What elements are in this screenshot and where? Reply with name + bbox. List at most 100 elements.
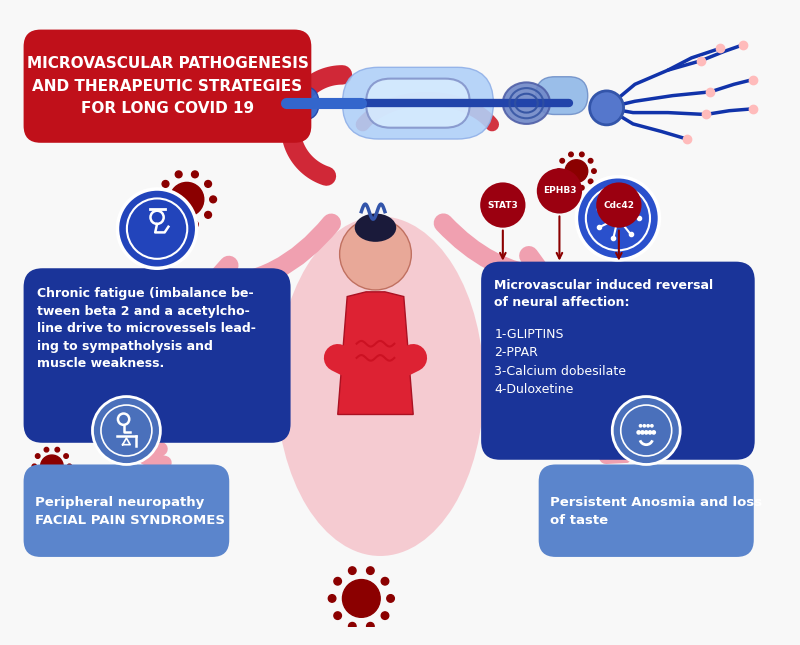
Circle shape: [579, 186, 584, 190]
Circle shape: [34, 342, 39, 347]
Circle shape: [640, 430, 645, 435]
Text: 1-GLIPTINS
2-PPAR
3-Calcium dobesilate
4-Duloxetine: 1-GLIPTINS 2-PPAR 3-Calcium dobesilate 4…: [494, 328, 626, 396]
Circle shape: [35, 454, 40, 459]
Circle shape: [557, 169, 561, 174]
Circle shape: [577, 177, 659, 260]
Circle shape: [118, 189, 197, 268]
Circle shape: [386, 595, 394, 602]
Circle shape: [170, 183, 204, 216]
Circle shape: [719, 411, 724, 416]
Circle shape: [32, 464, 37, 469]
Circle shape: [191, 221, 198, 228]
FancyArrowPatch shape: [146, 439, 165, 462]
Circle shape: [55, 448, 59, 452]
Circle shape: [651, 430, 656, 435]
Circle shape: [334, 577, 342, 585]
Circle shape: [55, 372, 60, 377]
Circle shape: [740, 418, 745, 422]
Circle shape: [715, 419, 740, 444]
Circle shape: [565, 160, 588, 183]
Circle shape: [67, 464, 72, 469]
Ellipse shape: [354, 213, 396, 242]
Circle shape: [382, 577, 389, 585]
Text: MICROVASCULAR PATHOGENESIS
AND THERAPEUTIC STRATEGIES
FOR LONG COVID 19: MICROVASCULAR PATHOGENESIS AND THERAPEUT…: [26, 57, 308, 116]
Circle shape: [710, 418, 714, 422]
Circle shape: [706, 429, 710, 434]
FancyBboxPatch shape: [248, 86, 319, 120]
Circle shape: [744, 429, 749, 434]
Circle shape: [349, 567, 356, 575]
Circle shape: [646, 424, 650, 428]
Circle shape: [342, 580, 380, 617]
Circle shape: [612, 397, 680, 464]
Circle shape: [162, 181, 169, 187]
FancyBboxPatch shape: [342, 67, 494, 139]
FancyBboxPatch shape: [23, 268, 290, 442]
Circle shape: [41, 455, 63, 478]
Text: Microvascular induced reversal
of neural affection:: Microvascular induced reversal of neural…: [494, 279, 714, 309]
Circle shape: [588, 179, 593, 184]
Circle shape: [537, 168, 582, 213]
Text: Cdc42: Cdc42: [603, 201, 634, 210]
Circle shape: [560, 179, 565, 184]
Circle shape: [710, 440, 714, 445]
Circle shape: [43, 372, 49, 377]
FancyArrowPatch shape: [212, 223, 331, 304]
Circle shape: [366, 622, 374, 630]
Circle shape: [30, 353, 35, 359]
Circle shape: [205, 181, 211, 187]
Circle shape: [642, 424, 646, 428]
Circle shape: [560, 159, 565, 163]
Circle shape: [35, 475, 40, 479]
Circle shape: [191, 171, 198, 178]
Circle shape: [569, 152, 574, 157]
Circle shape: [569, 186, 574, 190]
Circle shape: [340, 218, 411, 290]
Circle shape: [93, 397, 160, 464]
FancyBboxPatch shape: [23, 30, 311, 143]
Circle shape: [596, 183, 642, 228]
Circle shape: [349, 622, 356, 630]
Ellipse shape: [503, 83, 550, 124]
Circle shape: [43, 335, 49, 341]
Circle shape: [175, 171, 182, 178]
Circle shape: [328, 595, 336, 602]
Circle shape: [205, 212, 211, 218]
Circle shape: [590, 91, 623, 125]
FancyBboxPatch shape: [538, 464, 754, 557]
Circle shape: [69, 353, 74, 359]
Circle shape: [579, 152, 584, 157]
Circle shape: [644, 430, 649, 435]
Circle shape: [730, 411, 736, 416]
Circle shape: [480, 183, 526, 228]
Circle shape: [638, 424, 642, 428]
Text: Chronic fatigue (imbalance be-
tween beta 2 and a acetylcho-
line drive to micro: Chronic fatigue (imbalance be- tween bet…: [37, 287, 256, 370]
Circle shape: [64, 475, 68, 479]
Circle shape: [592, 169, 596, 174]
Text: STAT3: STAT3: [487, 201, 518, 210]
FancyBboxPatch shape: [366, 79, 470, 128]
Circle shape: [210, 196, 217, 203]
Circle shape: [34, 364, 39, 370]
Circle shape: [40, 344, 64, 368]
Text: Persistent Anosmia and loss
of taste: Persistent Anosmia and loss of taste: [550, 496, 762, 527]
Circle shape: [740, 440, 745, 445]
Circle shape: [55, 481, 59, 485]
Circle shape: [366, 567, 374, 575]
Circle shape: [65, 364, 70, 370]
FancyArrowPatch shape: [606, 437, 626, 457]
FancyBboxPatch shape: [23, 464, 230, 557]
Polygon shape: [338, 292, 414, 415]
FancyArrowPatch shape: [443, 223, 544, 295]
Circle shape: [162, 212, 169, 218]
Circle shape: [636, 430, 641, 435]
Circle shape: [65, 342, 70, 347]
Circle shape: [334, 612, 342, 619]
Circle shape: [610, 211, 626, 226]
Circle shape: [44, 448, 49, 452]
FancyBboxPatch shape: [536, 77, 588, 114]
Circle shape: [588, 159, 593, 163]
Text: EPHB3: EPHB3: [542, 186, 576, 195]
Text: Peripheral neuropathy
FACIAL PAIN SYNDROMES: Peripheral neuropathy FACIAL PAIN SYNDRO…: [35, 496, 225, 527]
Circle shape: [650, 424, 654, 428]
